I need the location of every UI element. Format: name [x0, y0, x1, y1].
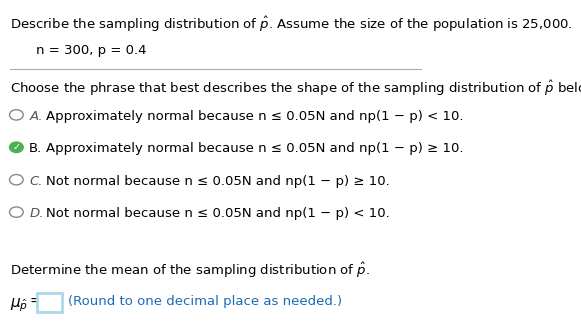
- Text: Describe the sampling distribution of $\hat{p}$. Assume the size of the populati: Describe the sampling distribution of $\…: [10, 14, 573, 33]
- Text: ✓: ✓: [12, 142, 20, 152]
- Text: =: =: [29, 295, 41, 309]
- Text: Approximately normal because n ≤ 0.05N and np(1 − p) < 10.: Approximately normal because n ≤ 0.05N a…: [46, 110, 464, 123]
- Circle shape: [9, 175, 23, 185]
- Text: Approximately normal because n ≤ 0.05N and np(1 − p) ≥ 10.: Approximately normal because n ≤ 0.05N a…: [46, 143, 464, 155]
- Text: A.: A.: [29, 110, 43, 123]
- Text: Not normal because n ≤ 0.05N and np(1 − p) < 10.: Not normal because n ≤ 0.05N and np(1 − …: [46, 207, 390, 220]
- Text: B.: B.: [29, 143, 42, 155]
- Text: (Round to one decimal place as needed.): (Round to one decimal place as needed.): [68, 295, 342, 308]
- Circle shape: [9, 142, 23, 152]
- Text: n = 300, p = 0.4: n = 300, p = 0.4: [35, 43, 146, 57]
- Text: Determine the mean of the sampling distribution of $\hat{p}$.: Determine the mean of the sampling distr…: [10, 261, 370, 280]
- Text: C.: C.: [29, 175, 43, 188]
- Text: $\mu_{\hat{p}}$: $\mu_{\hat{p}}$: [10, 297, 28, 314]
- Text: Choose the phrase that best describes the shape of the sampling distribution of : Choose the phrase that best describes th…: [10, 79, 581, 98]
- Circle shape: [9, 110, 23, 120]
- FancyBboxPatch shape: [37, 293, 62, 312]
- Text: Not normal because n ≤ 0.05N and np(1 − p) ≥ 10.: Not normal because n ≤ 0.05N and np(1 − …: [46, 175, 390, 188]
- Text: D.: D.: [29, 207, 44, 220]
- Circle shape: [9, 207, 23, 217]
